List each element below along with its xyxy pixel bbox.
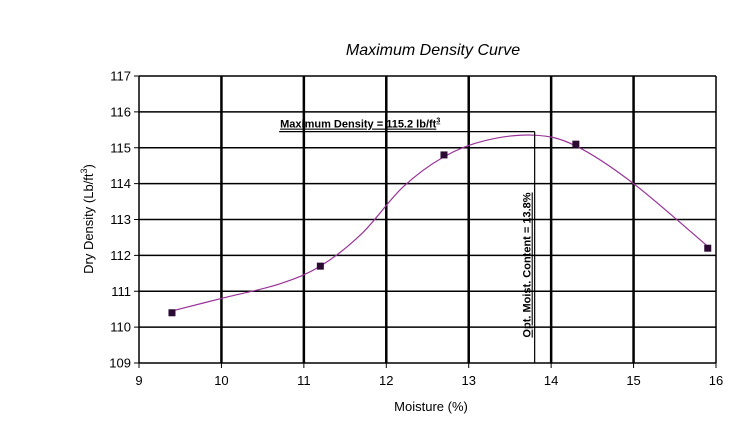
annotation-layer: Maximum Density = 115.2 lb/ft3 Opt. Mois… xyxy=(279,118,536,363)
x-tick-label: 12 xyxy=(379,373,393,388)
x-tick-label: 15 xyxy=(626,373,640,388)
y-tick-label: 112 xyxy=(110,248,131,263)
y-tick-label: 110 xyxy=(110,320,131,335)
density-curve xyxy=(171,134,709,312)
opt-moisture-annotation: Opt. Moist. Content = 13.8% xyxy=(522,192,534,337)
ticks-layer: 109 110 111 112 113 114 115 116 117 9 10 11 12 13 14 15… xyxy=(109,69,723,389)
y-axis-label-close: ) xyxy=(81,164,96,168)
y-tick-label: 115 xyxy=(110,140,131,155)
x-tick-label: 11 xyxy=(297,373,311,388)
x-axis-label: Moisture (%) xyxy=(394,399,468,414)
y-tick-label: 109 xyxy=(109,356,131,371)
max-density-annotation-text: Maximum Density = 115.2 lb/ft xyxy=(280,119,437,131)
data-point xyxy=(316,262,324,270)
y-axis-label-text: Dry Density (Lb/ft xyxy=(81,173,96,274)
curve-layer xyxy=(171,134,709,312)
chart-title: Maximum Density Curve xyxy=(346,42,520,59)
x-tick-label: 9 xyxy=(135,373,142,388)
max-density-annotation-sup: 3 xyxy=(436,118,440,125)
grid-layer xyxy=(138,75,717,364)
data-point xyxy=(704,244,712,252)
points-layer xyxy=(168,140,712,317)
y-tick-label: 114 xyxy=(110,176,131,191)
data-point xyxy=(168,309,176,317)
y-tick-label: 111 xyxy=(111,284,131,299)
x-tick-label: 10 xyxy=(214,373,228,388)
max-density-annotation: Maximum Density = 115.2 lb/ft3 xyxy=(280,118,440,131)
y-tick-label: 116 xyxy=(110,104,131,119)
x-tick-label: 16 xyxy=(709,373,723,388)
x-tick-label: 14 xyxy=(544,373,558,388)
y-tick-label: 117 xyxy=(110,69,131,84)
data-point xyxy=(572,140,580,148)
y-axis-label: Dry Density (Lb/ft3) xyxy=(79,164,96,274)
data-point xyxy=(440,151,448,159)
y-tick-label: 113 xyxy=(110,212,131,227)
x-tick-label: 13 xyxy=(461,373,475,388)
y-axis-label-sup: 3 xyxy=(79,168,89,173)
